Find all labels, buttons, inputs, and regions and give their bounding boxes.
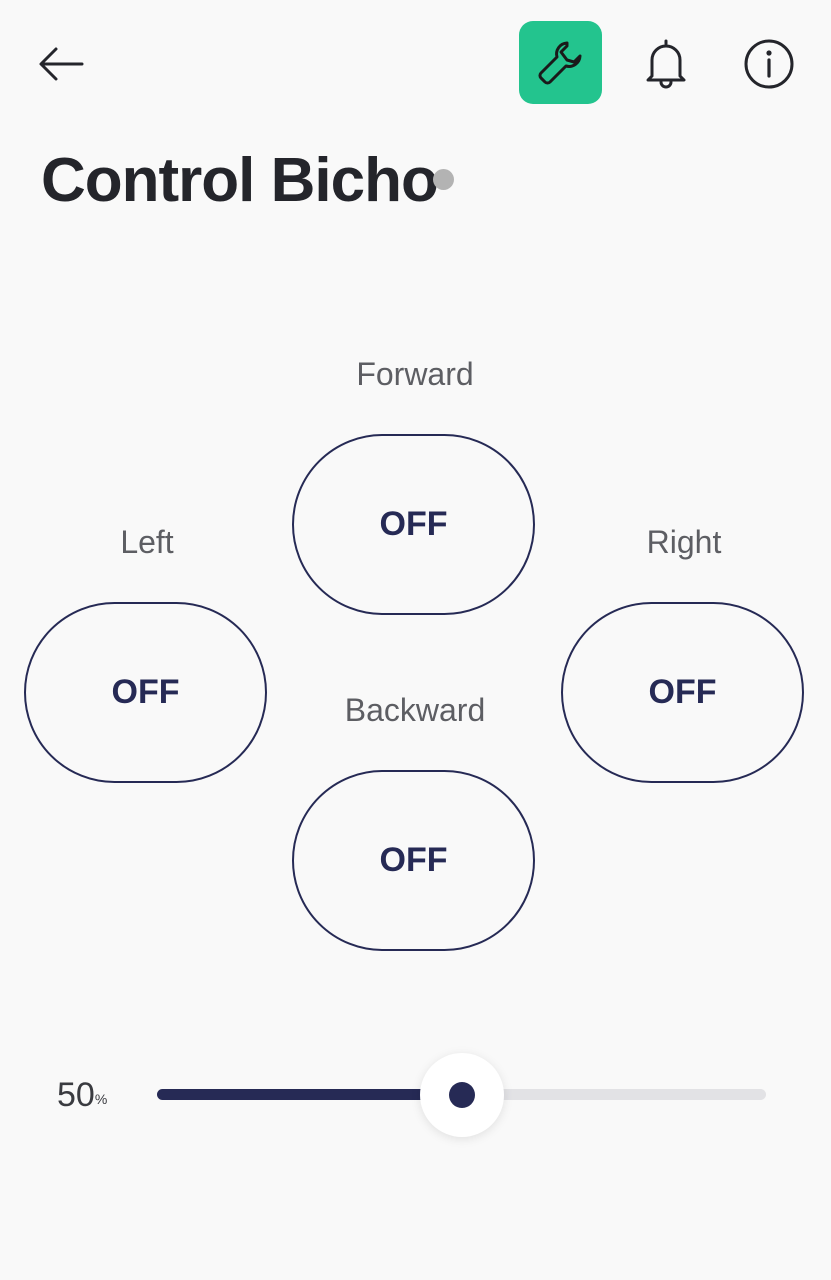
backward-label: Backward (344, 692, 486, 728)
slider-thumb[interactable] (420, 1053, 504, 1137)
tools-button[interactable] (519, 21, 602, 104)
info-icon (744, 39, 794, 89)
forward-label: Forward (356, 356, 474, 392)
notifications-button[interactable] (638, 36, 694, 92)
slider-fill (157, 1089, 462, 1100)
slider-value: 50 (57, 1076, 95, 1114)
backward-button[interactable]: OFF (292, 770, 535, 951)
slider-value-readout: 50% (57, 1076, 107, 1114)
slider-unit: % (94, 1091, 108, 1107)
page-title: Control Bicho (41, 146, 439, 215)
status-dot (433, 169, 454, 190)
left-button[interactable]: OFF (24, 602, 267, 783)
forward-button[interactable]: OFF (292, 434, 535, 615)
slider-thumb-dot (449, 1082, 475, 1108)
right-label: Right (646, 524, 722, 560)
back-button[interactable] (34, 38, 90, 90)
info-button[interactable] (742, 37, 796, 91)
bell-icon (646, 39, 686, 89)
wrench-icon (538, 41, 582, 85)
arrow-left-icon (39, 47, 84, 81)
left-label: Left (120, 524, 174, 560)
right-button[interactable]: OFF (561, 602, 804, 783)
